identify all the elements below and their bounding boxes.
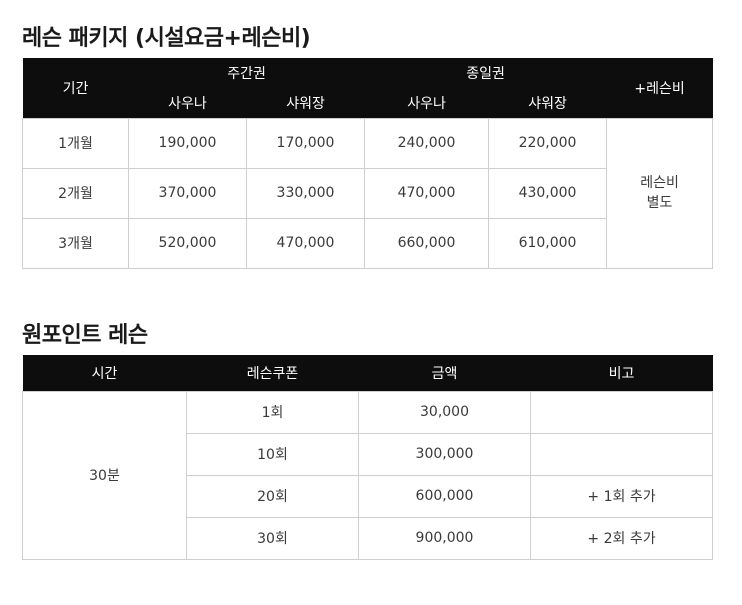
one-point-lesson-table: 시간 레슨쿠폰 금액 비고 30분 1회 30,000 10회 300,000 … <box>22 355 713 560</box>
price-cell: 220,000 <box>488 117 608 169</box>
lesson-package-title: 레슨 패키지 (시설요금+레슨비) <box>22 26 311 51</box>
one-point-lesson-title: 원포인트 레슨 <box>22 323 148 348</box>
price-cell: 470,000 <box>364 167 490 219</box>
coupon-cell: 20회 <box>186 474 359 518</box>
price-cell: 430,000 <box>488 167 608 219</box>
lesson-fee-note-line1: 레슨비 <box>640 175 679 191</box>
price-cell: 660,000 <box>364 217 490 269</box>
note-cell: + 2회 추가 <box>530 516 713 560</box>
header-fullday-sauna: 사우나 <box>364 88 489 118</box>
note-cell <box>530 432 713 476</box>
coupon-cell: 10회 <box>186 432 359 476</box>
header-amount: 금액 <box>358 355 531 391</box>
table-row: 1개월 190,000 170,000 240,000 220,000 레슨비 … <box>22 117 714 269</box>
amount-cell: 900,000 <box>358 516 531 560</box>
header-time: 시간 <box>22 355 187 391</box>
table-row: 10회 300,000 <box>23 432 713 476</box>
time-cell: 30분 <box>22 390 187 560</box>
table-row: 2개월 370,000 330,000 470,000 430,000 <box>22 167 713 219</box>
amount-cell: 600,000 <box>358 474 531 518</box>
header-fullday-shower: 샤워장 <box>488 88 607 118</box>
lesson-fee-note-line2: 별도 <box>646 195 673 211</box>
price-cell: 520,000 <box>128 217 247 269</box>
price-cell: 170,000 <box>245 117 366 169</box>
amount-cell: 300,000 <box>358 432 531 476</box>
coupon-cell: 1회 <box>186 390 359 434</box>
price-cell: 370,000 <box>128 167 247 219</box>
header-period: 기간 <box>22 58 129 118</box>
period-cell: 2개월 <box>22 167 129 219</box>
note-cell <box>530 390 713 434</box>
price-cell: 190,000 <box>128 117 247 169</box>
amount-cell: 30,000 <box>358 390 531 434</box>
header-weekday-sauna: 사우나 <box>128 88 247 118</box>
lesson-fee-note: 레슨비 별도 <box>606 117 714 269</box>
price-cell: 330,000 <box>245 167 366 219</box>
header-lesson-fee: +레슨비 <box>606 58 713 118</box>
period-cell: 1개월 <box>22 117 129 169</box>
price-cell: 610,000 <box>488 217 608 269</box>
note-cell: + 1회 추가 <box>530 474 713 518</box>
header-note: 비고 <box>530 355 713 391</box>
coupon-cell: 30회 <box>186 516 359 560</box>
header-fullday-pass: 종일권 <box>364 58 607 88</box>
table-row: 20회 600,000 + 1회 추가 <box>23 474 713 518</box>
header-weekday-shower: 샤워장 <box>246 88 365 118</box>
period-cell: 3개월 <box>22 217 129 269</box>
table-row: 3개월 520,000 470,000 660,000 610,000 <box>22 217 713 269</box>
table-row: 30회 900,000 + 2회 추가 <box>23 516 713 560</box>
price-cell: 240,000 <box>364 117 490 169</box>
price-cell: 470,000 <box>245 217 366 269</box>
lesson-package-table: 기간 주간권 종일권 +레슨비 사우나 샤워장 사우나 샤워장 1개월 190,… <box>22 58 714 269</box>
header-weekday-pass: 주간권 <box>128 58 365 88</box>
header-coupon: 레슨쿠폰 <box>186 355 359 391</box>
table-row: 30분 1회 30,000 <box>22 390 713 560</box>
